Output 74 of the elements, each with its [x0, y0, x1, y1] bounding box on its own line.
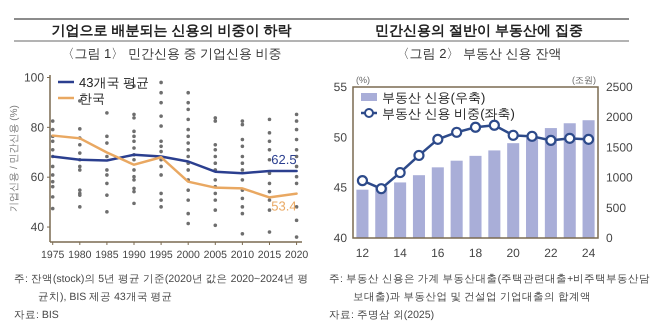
bar [526, 138, 538, 238]
y-tick-label: 100 [24, 70, 44, 84]
y-axis-title: (%) [356, 75, 370, 85]
y-tick-label: 80 [30, 120, 44, 134]
point [394, 166, 406, 178]
bar [469, 156, 482, 238]
legend-label: 부동산 신용(우축) [382, 90, 486, 105]
chart-subtitle: 〈그림 2〉 부동산 신용 잔액 [396, 45, 562, 63]
text: 자료: 주명삼 외(2025) [329, 308, 436, 323]
x-tick-label: 24 [582, 246, 596, 260]
y2-tick-label: 1500 [606, 140, 634, 154]
x-tick-label: 1980 [68, 249, 92, 261]
legend-label: 한국 [79, 91, 105, 106]
chart-subtitle: 〈그림 1〉 민간신용 중 기업신용 비중 [60, 45, 283, 63]
point [564, 132, 576, 144]
x-tick-label: 1985 [95, 249, 119, 261]
y-tick-label: 40 [334, 231, 348, 245]
point [356, 175, 368, 186]
x-tick-label: 22 [544, 246, 558, 260]
bar [432, 167, 444, 238]
legend-label: 43개국 평균 [79, 75, 150, 90]
y2-tick-label: 2000 [606, 110, 634, 124]
bar [564, 123, 576, 238]
x-tick-label: 2010 [230, 249, 254, 261]
y-axis-title: 기업신용 / 민간신용 (%) [9, 105, 20, 212]
point [582, 134, 594, 145]
x-tick-label: 1975 [41, 249, 65, 261]
annotation: 53.4 [271, 198, 297, 214]
y-tick-label: 40 [30, 220, 44, 234]
x-tick-label: 18 [468, 246, 482, 260]
x-tick-label: 1995 [149, 249, 173, 261]
line-series [51, 134, 298, 199]
bar [450, 160, 463, 238]
point [376, 183, 387, 194]
x-tick-label: 20 [506, 246, 520, 260]
x-tick-label: 2020 [284, 249, 308, 261]
x-tick-label: 14 [393, 246, 408, 260]
chart-title: 기업으로 배분되는 신용의 비중이 하락 [50, 22, 292, 40]
bar [507, 143, 520, 238]
x-tick-label: 2005 [204, 249, 228, 261]
point [508, 130, 519, 141]
point [470, 122, 482, 133]
x-tick-label: 2000 [176, 249, 200, 261]
x-tick-label: 12 [356, 246, 370, 260]
chart-title: 민간신용의 절반이 부동산에 집중 [374, 22, 584, 40]
y2-tick-label: 0 [606, 231, 613, 245]
point [545, 134, 556, 146]
point [526, 130, 538, 142]
bar [394, 182, 406, 238]
y-tick-label: 55 [334, 80, 348, 94]
text: 주: 잔액(stock)의 5년 평균 기준(2020년 값은 2020~2024년 평균치), BIS 제공 43개국 평균 [14, 272, 310, 305]
legend-label: 부동산 신용 비중(좌축) [382, 106, 515, 121]
x-tick-label: 2015 [258, 249, 282, 261]
bar [582, 120, 595, 238]
x-tick-label: 16 [431, 246, 445, 260]
text: 자료: BIS [14, 308, 60, 323]
y2-tick-label: 500 [606, 200, 626, 215]
point [451, 126, 462, 138]
line-series [51, 154, 298, 174]
y2-tick-label: 1000 [606, 170, 634, 185]
y-tick-label: 50 [334, 130, 348, 144]
text: 주: 부동산 신용은 가계 부동산대출(주택관련대출+비주택부동산담보대출)과 부동산업 및 건설업 기업대출의 합계액 [329, 272, 652, 305]
bar [356, 190, 368, 238]
bar [544, 128, 557, 238]
y-tick-label: 60 [30, 170, 44, 184]
point [432, 134, 444, 145]
y2-tick-label: 2500 [606, 80, 634, 94]
bar [412, 175, 425, 238]
x-tick-label: 1990 [122, 249, 146, 261]
y-tick-label: 45 [334, 180, 348, 195]
bar [488, 150, 500, 238]
annotation: 62.5 [271, 152, 297, 167]
point [413, 150, 425, 162]
y2-axis-title: (조원) [572, 75, 596, 85]
